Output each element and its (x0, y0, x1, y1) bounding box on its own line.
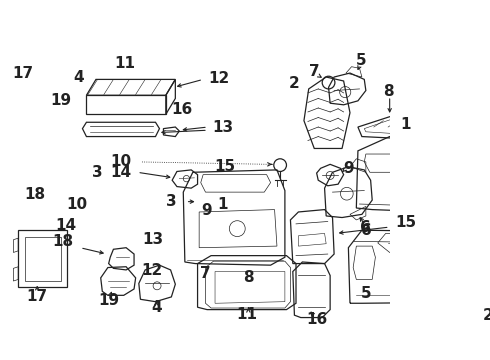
Text: 16: 16 (306, 312, 327, 327)
Text: 13: 13 (212, 120, 234, 135)
Text: 10: 10 (66, 197, 87, 212)
Text: 18: 18 (52, 234, 73, 249)
Text: 11: 11 (114, 56, 135, 71)
Text: 3: 3 (166, 194, 177, 209)
Text: 6: 6 (361, 223, 372, 238)
Text: 1: 1 (400, 117, 411, 132)
Text: 5: 5 (361, 286, 371, 301)
Text: 9: 9 (343, 161, 354, 176)
Text: 7: 7 (309, 64, 319, 79)
Text: 2: 2 (483, 308, 490, 323)
Text: 8: 8 (243, 270, 254, 285)
Text: 9: 9 (201, 203, 212, 218)
Text: 14: 14 (55, 218, 76, 233)
Text: 19: 19 (50, 93, 72, 108)
Text: 4: 4 (73, 70, 84, 85)
Text: 11: 11 (236, 307, 257, 322)
Text: 15: 15 (215, 159, 236, 174)
Text: 8: 8 (383, 84, 393, 99)
Text: 10: 10 (111, 154, 132, 170)
Text: 14: 14 (111, 165, 132, 180)
Text: 17: 17 (26, 289, 48, 305)
Text: 3: 3 (92, 165, 102, 180)
Text: 6: 6 (361, 220, 371, 235)
Text: 16: 16 (172, 102, 193, 117)
Text: 17: 17 (13, 66, 34, 81)
Text: 12: 12 (141, 263, 162, 278)
Text: 4: 4 (151, 300, 162, 315)
Text: 5: 5 (356, 53, 367, 68)
Text: 12: 12 (208, 71, 230, 86)
Text: 2: 2 (289, 76, 300, 91)
Text: 19: 19 (98, 293, 119, 307)
Text: 1: 1 (217, 197, 228, 212)
Text: 13: 13 (142, 231, 163, 247)
Text: 15: 15 (395, 215, 416, 230)
Text: 18: 18 (24, 187, 46, 202)
Text: 7: 7 (199, 266, 210, 281)
